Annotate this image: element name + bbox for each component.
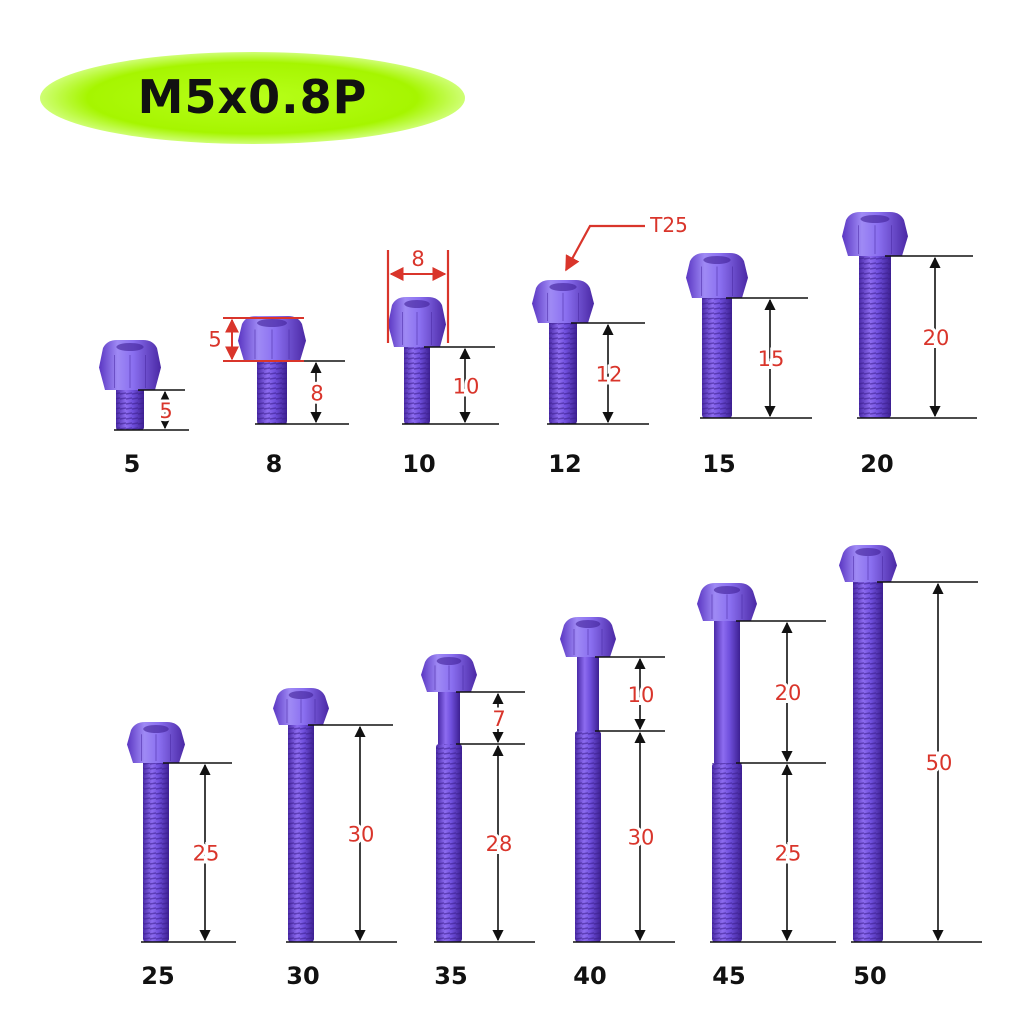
drive-socket	[143, 725, 169, 733]
title-badge: M5x0.8P	[40, 52, 465, 144]
bolt-8	[238, 316, 306, 424]
thread-texture	[143, 759, 169, 942]
thread-texture	[257, 357, 287, 424]
length-label: 15	[702, 450, 735, 478]
dim-thread-value: 25	[775, 842, 802, 866]
length-label: 30	[286, 962, 319, 990]
page-title: M5x0.8P	[137, 70, 368, 124]
dim-thread-value: 30	[628, 826, 655, 850]
bolt-12	[532, 280, 594, 424]
drive-socket	[116, 343, 144, 351]
length-label: 25	[141, 962, 174, 990]
length-label: 5	[124, 450, 141, 478]
bolt-20	[842, 212, 908, 418]
dim-shoulder-value: 7	[492, 707, 505, 731]
dim-length-value: 20	[923, 326, 950, 350]
drive-socket	[860, 215, 890, 223]
thread-texture	[404, 343, 430, 424]
bolt-30	[273, 688, 329, 942]
length-label: 35	[434, 962, 467, 990]
drive-socket	[404, 300, 430, 308]
dim-length-value: 5	[159, 399, 172, 423]
dim-length-value: 30	[348, 823, 375, 847]
bolt-35	[421, 654, 477, 942]
drive-socket	[549, 283, 577, 291]
bolt-50	[839, 545, 897, 942]
drive-callout-arrow	[565, 224, 645, 272]
length-label: 50	[853, 962, 886, 990]
length-label: 12	[548, 450, 581, 478]
length-label: 10	[402, 450, 435, 478]
thread-texture	[549, 319, 577, 424]
thread-texture	[853, 578, 883, 942]
length-label: 45	[712, 962, 745, 990]
dim-length-value: 15	[758, 347, 785, 371]
bolt-10	[388, 297, 446, 424]
drive-socket	[436, 657, 462, 665]
dim-thread-value: 28	[486, 832, 513, 856]
bolt-25	[127, 722, 185, 942]
drive-socket	[257, 319, 287, 327]
thread-texture	[436, 744, 462, 942]
length-label: 20	[860, 450, 893, 478]
thread-texture	[288, 721, 314, 942]
bolt-shoulder	[714, 621, 740, 763]
drive-socket	[288, 691, 314, 699]
bolt-shoulder	[438, 692, 460, 744]
thread-texture	[116, 386, 144, 430]
head-diameter-value: 8	[411, 247, 424, 271]
dim-shoulder-value: 10	[628, 683, 655, 707]
thread-texture	[859, 252, 891, 418]
dim-shoulder-value: 20	[775, 681, 802, 705]
dim-length-value: 12	[596, 363, 623, 387]
bolt-shoulder	[577, 657, 599, 731]
dim-length-value: 10	[453, 375, 480, 399]
bolt-40	[560, 617, 616, 942]
bolt-5	[99, 340, 161, 430]
dim-length-value: 25	[193, 842, 220, 866]
drive-socket	[575, 620, 601, 628]
dim-length-value: 8	[310, 382, 323, 406]
length-label: 8	[266, 450, 283, 478]
bolt-45	[697, 583, 757, 942]
drive-callout-label: T25	[649, 213, 688, 237]
drive-socket	[703, 256, 731, 264]
bolt-15	[686, 253, 748, 418]
thread-texture	[575, 731, 601, 942]
dim-length-value: 50	[926, 751, 953, 775]
thread-texture	[712, 763, 742, 942]
head-height-value: 5	[208, 328, 221, 352]
title-glow	[40, 52, 465, 144]
drive-socket	[855, 548, 881, 556]
thread-texture	[702, 294, 732, 418]
drive-socket	[713, 586, 741, 594]
length-label: 40	[573, 962, 606, 990]
